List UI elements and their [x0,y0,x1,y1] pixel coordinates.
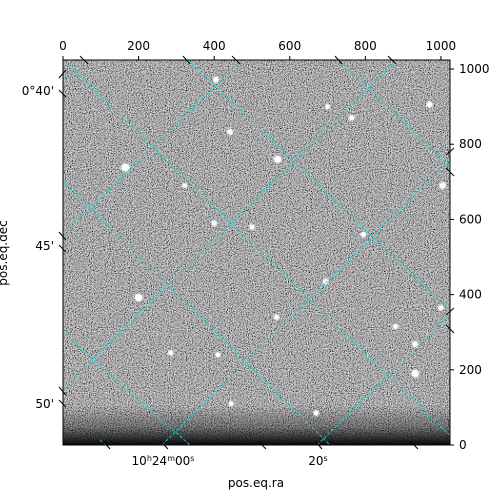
right-tick-label: 800 [459,137,482,151]
right-pixel-axis: 0 200 400 600 800 1000 [450,62,490,452]
world-tick [159,440,169,450]
star [323,278,329,284]
dec-tick-label-3: 50' [35,397,54,411]
top-tick-label: 200 [127,39,150,53]
coordinate-grid [63,60,450,445]
dec-tick-label-2: 45' [35,239,54,253]
star [349,115,355,121]
star [412,341,418,347]
ra-tick-label-2: 20s [308,454,327,468]
right-tick-label: 200 [459,363,482,377]
dec-gridline [63,60,243,236]
image-bottom-edge [63,405,450,445]
star [274,155,282,163]
ra-gridline [63,332,191,445]
top-pixel-axis: 0 200 400 600 800 1000 [59,39,456,60]
world-coordinate-ticks [58,55,455,450]
dec-gridline [63,60,398,390]
world-tick [257,440,267,450]
ra-tick-label-1: 10h24m00s [132,454,195,468]
star [135,294,143,302]
world-tick [182,55,191,65]
world-tick [79,55,89,65]
top-tick-label: 0 [59,39,67,53]
star [361,232,366,237]
world-tick [58,89,67,98]
plot-frame [62,59,451,446]
world-tick [445,167,455,177]
top-tick-label: 600 [278,39,301,53]
ra-gridline [187,60,450,312]
dec-gridline [316,314,450,445]
sky-image [63,60,450,445]
world-tick [314,440,323,450]
world-tick [445,147,455,156]
world-tick [58,244,67,253]
dec-gridline [161,159,450,445]
ra-gridline [63,60,450,436]
dec-tick-label-1: 0°40' [22,84,54,98]
star [393,324,398,329]
star [249,224,255,230]
top-tick-label: 1000 [426,39,457,53]
image-noise [63,60,450,445]
ra-gridline [63,180,331,445]
y-axis-title: pos.eq.dec [0,220,10,285]
star [213,76,219,83]
world-tick [231,55,241,65]
stars-layer [120,75,448,417]
right-tick-label: 1000 [459,62,490,76]
world-tick [58,386,67,396]
right-tick-label: 0 [459,438,467,452]
x-axis-title: pos.eq.ra [228,476,284,490]
right-tick-label: 600 [459,212,482,226]
world-tick [58,399,67,408]
top-tick-label: 800 [354,39,377,53]
world-tick [445,324,455,334]
star [411,370,419,378]
star [121,163,130,172]
ra-gridline [337,60,450,167]
star [215,352,221,358]
star [227,129,233,135]
star [325,104,330,109]
world-tick [102,440,111,450]
world-tick [387,55,397,65]
star [228,401,234,406]
star [168,350,174,356]
dec-gridline [63,60,83,80]
world-tick [445,307,455,316]
star [274,314,279,320]
world-tick [58,231,67,241]
right-tick-label: 400 [459,288,482,302]
star [313,410,319,416]
world-tick [58,69,67,79]
star [182,183,187,188]
star [211,220,217,226]
world-tick [409,440,419,450]
star [439,182,446,189]
top-tick-label: 400 [203,39,226,53]
star [426,101,433,108]
star [438,305,444,311]
world-tick [334,55,343,65]
